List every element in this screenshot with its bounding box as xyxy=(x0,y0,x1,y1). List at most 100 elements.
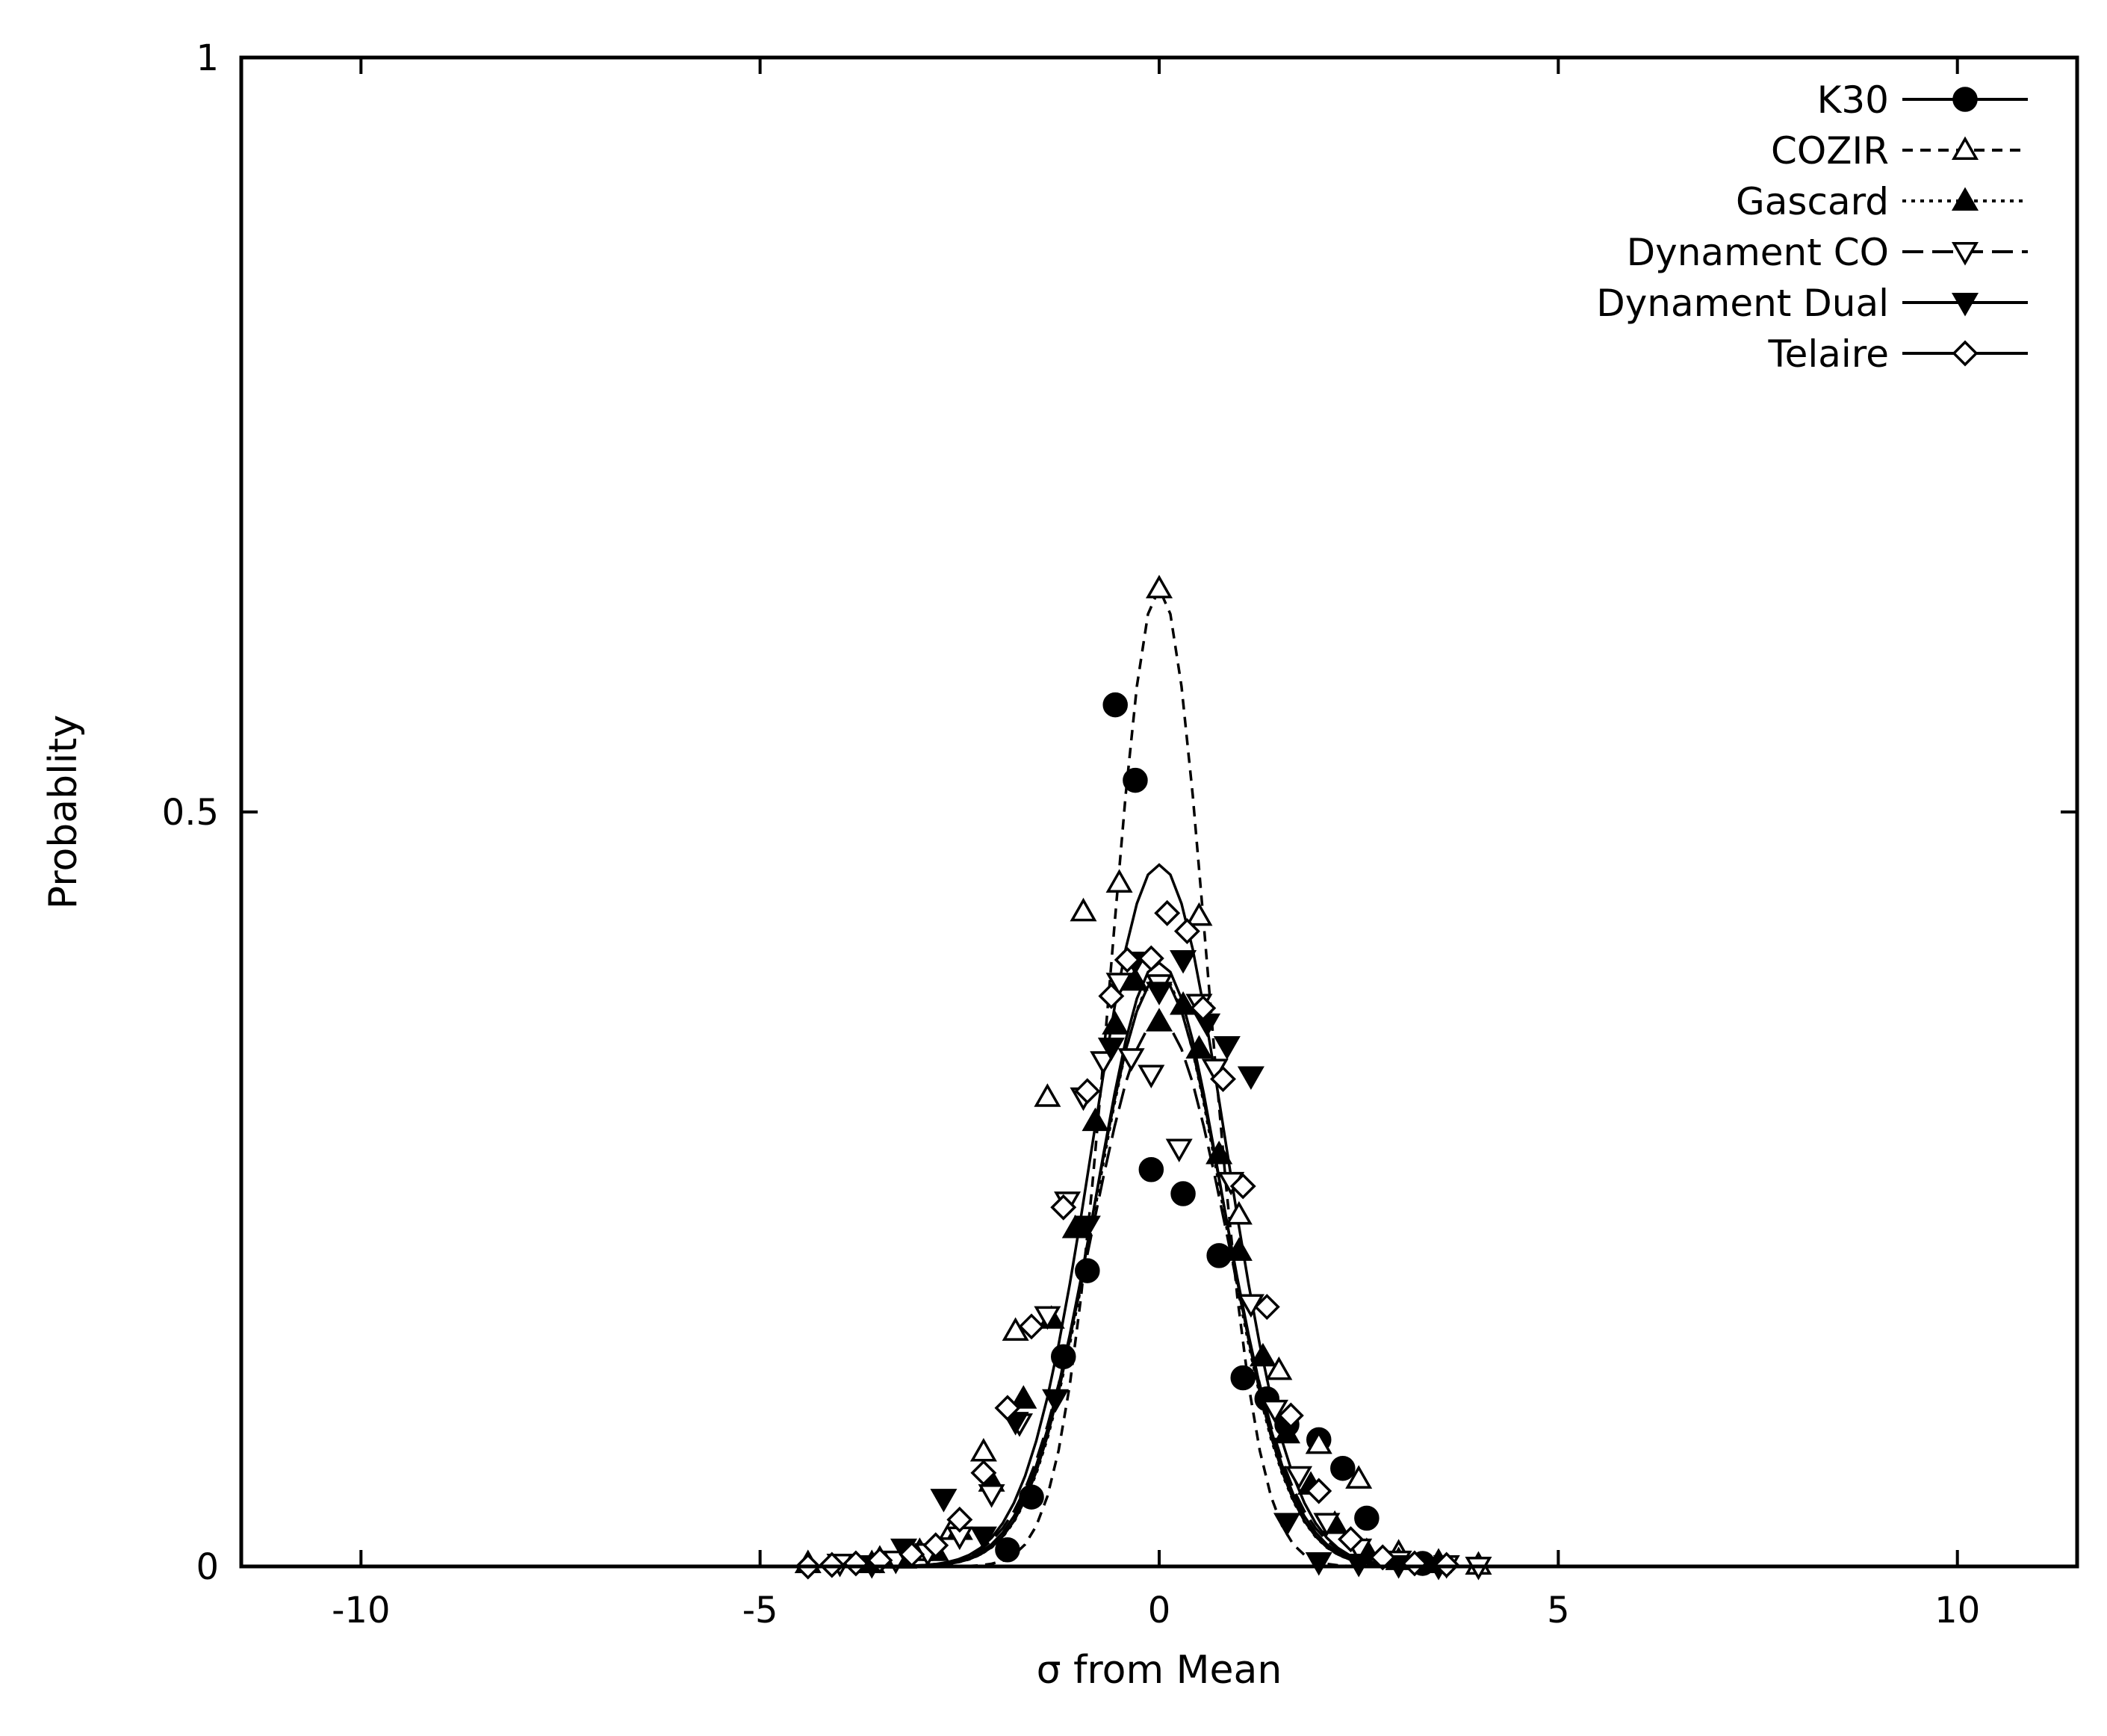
data-points xyxy=(794,574,1492,1581)
legend-marker-cozir xyxy=(1951,136,1979,160)
y-tick-label: 1 xyxy=(196,37,219,79)
data-point-dynament-co xyxy=(1034,1306,1061,1330)
data-point-telaire xyxy=(1190,995,1217,1022)
x-tick-label: 5 xyxy=(1547,1590,1570,1631)
x-tick-label: -10 xyxy=(332,1590,390,1631)
y-tick-label: 0 xyxy=(196,1546,219,1588)
data-point-cozir xyxy=(1265,1356,1293,1380)
data-point-dynament-co xyxy=(1138,1064,1165,1089)
data-point-gascard xyxy=(1010,1385,1037,1409)
data-point-k30 xyxy=(1354,1505,1380,1531)
data-point-dynament-co xyxy=(1090,1051,1117,1075)
y-axis-title: Probablity xyxy=(41,715,86,909)
data-point-telaire xyxy=(946,1506,973,1533)
data-point-dynament-co xyxy=(1285,1466,1313,1490)
data-point-telaire xyxy=(1277,1402,1304,1429)
data-point-k30 xyxy=(1138,1156,1164,1182)
data-point-telaire xyxy=(1154,899,1181,926)
data-point-dynament-co xyxy=(1117,1048,1145,1072)
data-point-dynament-dual xyxy=(1305,1551,1332,1576)
fit-curve-k30 xyxy=(824,863,1495,1568)
data-point-cozir xyxy=(1034,1083,1061,1107)
data-point-cozir xyxy=(1002,1317,1029,1341)
data-point-dynament-dual xyxy=(1194,1013,1221,1038)
data-point-k30 xyxy=(995,1537,1020,1563)
data-point-telaire xyxy=(1050,1194,1077,1221)
legend-marker-dynament-co xyxy=(1951,242,1979,266)
data-point-k30 xyxy=(1170,1181,1196,1206)
data-point-dynament-dual xyxy=(1042,1389,1070,1413)
data-point-dynament-co xyxy=(1165,1138,1193,1162)
data-point-dynament-dual xyxy=(1273,1513,1301,1537)
axis-ticks: -10 -5 0 5 10 0 0.5 1 xyxy=(162,37,2077,1631)
data-point-cozir xyxy=(1105,869,1133,893)
legend-marker-telaire xyxy=(1952,340,1979,367)
y-tick-label: 0.5 xyxy=(162,792,219,834)
legend-marker-k30 xyxy=(1952,87,1978,112)
data-point-cozir xyxy=(1070,897,1097,922)
legend-label-dynament-co: Dynament CO xyxy=(1627,231,1889,274)
data-point-telaire xyxy=(1173,918,1200,945)
data-point-telaire xyxy=(1306,1478,1332,1504)
data-point-telaire xyxy=(843,1550,869,1577)
fit-curves xyxy=(824,585,1495,1568)
data-point-dynament-dual xyxy=(969,1526,997,1551)
data-point-k30 xyxy=(1206,1243,1232,1268)
data-point-dynament-co xyxy=(1261,1399,1288,1424)
data-point-gascard xyxy=(1082,1107,1109,1132)
legend-label-dynament-dual: Dynament Dual xyxy=(1596,282,1889,325)
data-point-telaire xyxy=(1114,946,1141,973)
data-point-telaire xyxy=(1253,1294,1280,1321)
x-tick-label: 0 xyxy=(1148,1590,1171,1631)
data-point-telaire xyxy=(1369,1544,1396,1571)
data-point-telaire xyxy=(1098,982,1125,1009)
data-point-telaire xyxy=(970,1460,997,1487)
data-point-gascard xyxy=(1121,967,1149,991)
legend-label-telaire: Telaire xyxy=(1768,332,1889,376)
data-point-k30 xyxy=(1123,767,1148,793)
fit-curve-dynament-co xyxy=(824,1018,1495,1568)
data-point-k30 xyxy=(1075,1258,1100,1283)
data-point-dynament-dual xyxy=(1237,1066,1264,1091)
data-point-cozir xyxy=(1305,1430,1332,1454)
data-point-cozir xyxy=(1345,1465,1373,1489)
data-point-cozir xyxy=(969,1437,997,1462)
data-point-dynament-dual xyxy=(1213,1036,1241,1060)
data-point-cozir xyxy=(1145,574,1173,599)
data-point-dynament-dual xyxy=(1073,1215,1101,1240)
data-point-dynament-co xyxy=(978,1484,1005,1508)
legend-label-k30: K30 xyxy=(1817,78,1889,122)
x-tick-label: -5 xyxy=(742,1590,778,1631)
data-point-telaire xyxy=(1229,1173,1256,1200)
data-point-gascard xyxy=(1185,1035,1213,1059)
data-point-telaire xyxy=(1338,1526,1364,1553)
data-point-cozir xyxy=(1225,1200,1253,1225)
data-point-gascard xyxy=(1273,1419,1301,1444)
fit-curve-cozir xyxy=(824,585,1495,1568)
data-point-dynament-dual xyxy=(930,1489,958,1513)
data-point-k30 xyxy=(1019,1484,1044,1510)
data-point-k30 xyxy=(1051,1344,1076,1369)
data-point-dynament-dual xyxy=(1145,982,1173,1005)
data-point-telaire xyxy=(1401,1550,1428,1577)
data-point-telaire xyxy=(1210,1066,1236,1093)
legend-label-cozir: COZIR xyxy=(1771,129,1889,173)
data-point-dynament-dual xyxy=(1170,949,1197,974)
data-point-gascard xyxy=(1170,991,1197,1015)
data-point-telaire xyxy=(922,1532,949,1559)
data-point-gascard xyxy=(1225,1237,1253,1261)
data-point-gascard xyxy=(1205,1141,1233,1165)
x-axis-title: σ from Mean xyxy=(1037,1648,1282,1693)
data-point-telaire xyxy=(1074,1078,1101,1105)
legend-label-gascard: Gascard xyxy=(1736,180,1889,223)
data-point-gascard xyxy=(1249,1342,1276,1367)
fit-curve-gascard xyxy=(824,973,1495,1568)
x-tick-label: 10 xyxy=(1934,1590,1980,1631)
data-point-telaire xyxy=(1138,945,1164,972)
data-point-telaire xyxy=(994,1395,1021,1422)
data-point-telaire xyxy=(1018,1313,1045,1340)
data-point-dynament-co xyxy=(1313,1513,1341,1537)
data-point-k30 xyxy=(1330,1455,1356,1481)
